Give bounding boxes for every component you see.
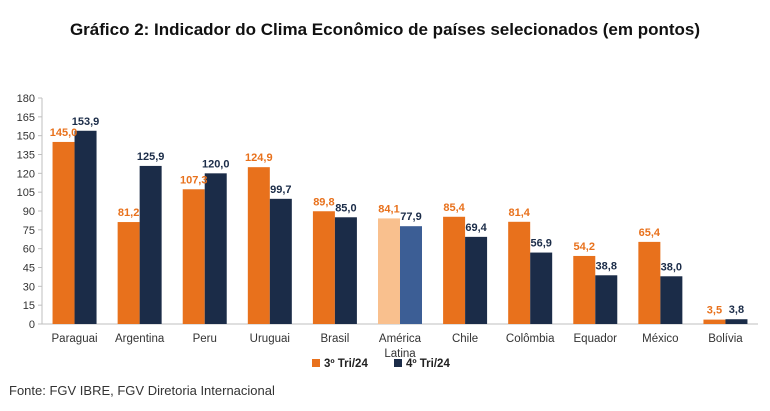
data-label: 85,0 (335, 202, 356, 214)
bar (400, 226, 422, 324)
data-label: 124,9 (245, 152, 273, 164)
data-label: 107,3 (180, 174, 208, 186)
bar (204, 173, 227, 324)
bar (269, 198, 292, 324)
data-label: 56,9 (530, 238, 551, 250)
data-label: 38,0 (661, 261, 682, 273)
data-label: 99,7 (270, 184, 291, 196)
bar (638, 241, 661, 324)
x-axis: Paraguai Argentina Peru Uruguai Brasil Améric… (42, 323, 758, 360)
y-tick-label: 150 (17, 131, 35, 143)
x-tick-label: Equador (574, 333, 618, 345)
data-label: 120,0 (202, 158, 230, 170)
legend-swatch (312, 359, 320, 367)
data-label: 84,1 (378, 203, 399, 215)
y-tick-label: 60 (23, 244, 35, 256)
chart-title: Gráfico 2: Indicador do Clima Econômico … (69, 20, 701, 39)
bar (508, 221, 531, 324)
y-tick-label: 120 (17, 168, 35, 180)
data-label: 85,4 (443, 202, 465, 214)
bar (312, 211, 335, 324)
data-label: 54,2 (574, 241, 595, 253)
y-tick-label: 30 (23, 281, 35, 293)
y-tick-label: 165 (17, 112, 35, 124)
bar (573, 255, 596, 324)
bar (334, 217, 357, 324)
source-note: Fonte: FGV IBRE, FGV Diretoria Internaci… (9, 383, 275, 398)
bar (465, 236, 488, 324)
data-label: 38,8 (596, 260, 617, 272)
bar (182, 189, 205, 324)
x-tick-label: América (379, 333, 422, 345)
data-label: 153,9 (72, 116, 100, 128)
bar (247, 167, 270, 324)
legend-swatch (394, 359, 402, 367)
x-tick-label: Argentina (115, 333, 165, 345)
x-tick-label: Colômbia (506, 333, 555, 345)
bars-group (52, 130, 748, 324)
legend: 3º Tri/24 4º Tri/24 (312, 358, 450, 370)
data-label: 145,0 (50, 127, 78, 139)
data-label: 3,5 (707, 305, 722, 317)
data-label: 89,8 (313, 196, 334, 208)
x-tick-label: México (642, 333, 678, 345)
bar (117, 222, 140, 324)
y-tick-label: 105 (17, 187, 35, 199)
data-label: 65,4 (639, 227, 661, 239)
bar (443, 216, 466, 324)
legend-label: 4º Tri/24 (406, 358, 450, 370)
data-label: 77,9 (400, 211, 421, 223)
data-label: 81,4 (508, 207, 530, 219)
data-label: 81,2 (118, 207, 139, 219)
data-label: 69,4 (465, 222, 487, 234)
x-tick-label: Uruguai (250, 333, 290, 345)
y-tick-label: 15 (23, 300, 35, 312)
bar (703, 319, 726, 324)
data-label: 125,9 (137, 151, 165, 163)
y-tick-label: 180 (17, 93, 35, 105)
x-tick-label: Paraguai (52, 333, 98, 345)
y-tick-label: 90 (23, 206, 35, 218)
bar (660, 276, 683, 324)
data-label: 3,8 (729, 304, 744, 316)
bar (74, 130, 97, 324)
y-axis: 0 15 30 45 60 75 90 105 120 135 150 165 180 (17, 93, 43, 331)
bar (52, 141, 75, 324)
x-tick-label: Chile (452, 333, 478, 345)
bar (595, 275, 618, 324)
bar (378, 218, 400, 324)
legend-label: 3º Tri/24 (324, 358, 368, 370)
y-tick-label: 0 (29, 319, 35, 331)
x-tick-label: Bolívia (708, 333, 743, 345)
bar (530, 252, 553, 324)
y-tick-label: 135 (17, 150, 35, 162)
x-tick-label: Peru (193, 333, 217, 345)
bar (139, 165, 162, 324)
y-tick-label: 75 (23, 225, 35, 237)
x-tick-label: Latina (384, 348, 416, 360)
x-tick-label: Brasil (321, 333, 350, 345)
y-tick-label: 45 (23, 263, 35, 275)
bar (725, 319, 748, 324)
